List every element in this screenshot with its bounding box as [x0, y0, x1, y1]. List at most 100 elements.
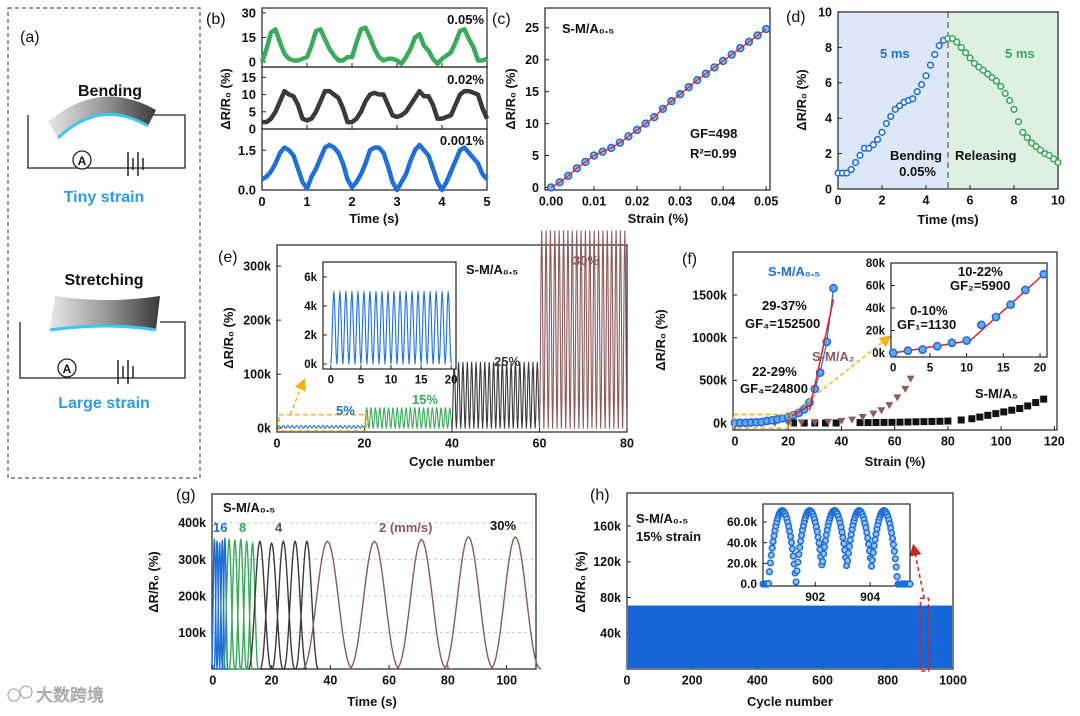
panel-c-label: (c) — [492, 11, 511, 28]
h-xtick-label: 400 — [747, 674, 768, 688]
f-a5-point — [976, 413, 984, 421]
f-inset-xtick-label: 15 — [997, 363, 1010, 375]
g-series-line — [301, 536, 542, 670]
f-inset-point — [888, 348, 898, 358]
f-inset-gf1: GF₁=1130 — [897, 317, 956, 332]
c-ytick-label: 5 — [532, 149, 539, 163]
h-inset-xtick-label: 902 — [805, 590, 825, 604]
h-inset-ytick-label: 20.0k — [727, 557, 757, 571]
h-inset-point — [893, 573, 901, 581]
f-a2-point — [906, 375, 915, 383]
f-a5-point — [944, 417, 952, 425]
d-data-point — [873, 135, 882, 144]
h-inset-point — [821, 536, 830, 545]
f-fit-line — [787, 403, 813, 419]
panel-b-label: (b) — [206, 11, 226, 28]
h-xtick-label: 200 — [682, 674, 703, 688]
panel-a-label: (a) — [20, 29, 40, 46]
h-inset-point — [870, 542, 878, 550]
g-series-line — [210, 537, 229, 670]
h-inset-ytick-label: 60.0k — [727, 515, 757, 529]
e-inset-frame — [322, 261, 457, 370]
h-inset-ytick-label: 40.0k — [727, 536, 757, 550]
b-ytick-label: 10 — [242, 87, 256, 102]
d-data-point — [1054, 158, 1062, 167]
c-fit-line — [550, 28, 767, 189]
g-strain-label: 30% — [490, 518, 516, 533]
f-a2-point — [837, 417, 846, 425]
g-xtick-label: 0 — [209, 674, 216, 688]
panel-a-border — [7, 7, 201, 479]
large-strain-caption: Large strain — [58, 395, 150, 412]
panel-h-label: (h) — [590, 487, 610, 504]
d-ytick-label: 10 — [818, 5, 832, 19]
e-ylabel: ΔR/R₀ (%) — [221, 307, 236, 368]
g-ytick-label: 200k — [178, 589, 206, 603]
f-zoom-box — [732, 413, 792, 429]
watermark-text: 大数跨境 — [36, 685, 104, 705]
d-releasing-region — [948, 12, 1058, 189]
f-a5-point — [928, 417, 936, 425]
f-xtick-label: 40 — [834, 435, 848, 449]
h-highlight-box — [919, 597, 930, 672]
f-a2-point — [893, 394, 902, 402]
e-segment-line — [363, 407, 453, 429]
f-a2-point — [848, 416, 857, 424]
b-ytick-label: 15 — [242, 30, 256, 45]
h-inset-point — [815, 539, 823, 547]
d-data-point — [948, 34, 957, 43]
h-xtick-label: 1000 — [939, 674, 967, 688]
g-speed-label: 2 (mm/s) — [379, 520, 432, 535]
d-data-point — [917, 80, 926, 89]
f-a5-point — [957, 416, 965, 424]
panel-g-label: (g) — [176, 487, 196, 504]
f-xlabel: Strain (%) — [865, 454, 926, 469]
h-inset-point — [820, 550, 828, 558]
d-data-point — [851, 158, 860, 167]
d-bending-strain: 0.05% — [899, 164, 936, 179]
f-fit-line — [808, 299, 835, 411]
f-a5-point — [1016, 404, 1024, 412]
d-data-point — [970, 59, 979, 67]
f-a5-point — [880, 418, 888, 426]
f-a5-point — [888, 418, 896, 426]
c-r2: R²=0.99 — [690, 146, 737, 161]
f-a5-point — [920, 418, 928, 426]
d-data-point — [909, 95, 917, 103]
e-ytick-label: 100k — [243, 368, 271, 382]
b-ylabel: ΔR/R₀ (%) — [218, 68, 233, 129]
bending-circuit-wire — [27, 114, 186, 169]
h-xtick-label: 0 — [624, 674, 631, 688]
f-inset-fit-line — [969, 273, 1045, 342]
f-xtick-label: 20 — [781, 435, 795, 449]
b-series-line — [262, 88, 490, 125]
d-data-point — [931, 50, 939, 59]
h-inset-point — [889, 541, 898, 549]
h-frame — [626, 492, 954, 670]
g-speed-label: 4 — [275, 520, 283, 535]
d-data-point — [997, 82, 1005, 90]
panel-f-label: (f) — [682, 251, 697, 268]
f-inset-xtick-label: 5 — [927, 363, 934, 375]
c-ytick-label: 10 — [525, 117, 539, 131]
h-inset-xtick-label: 904 — [860, 590, 880, 604]
f-inset-point — [1039, 269, 1049, 279]
h-inset-point — [788, 545, 797, 553]
g-series-line — [222, 538, 259, 670]
e-inset-ytick-label: 0k — [304, 359, 317, 371]
b-subplot-frame — [261, 128, 488, 191]
h-inset-point — [795, 550, 803, 559]
h-xtick-label: 600 — [812, 674, 833, 688]
d-xtick-label: 0 — [835, 194, 842, 208]
b-xtick-label: 2 — [348, 194, 355, 209]
f-a5-point — [790, 419, 798, 427]
b-xlabel: Time (s) — [349, 211, 399, 226]
b-xtick-label: 0 — [258, 194, 265, 209]
h-inset-point — [892, 563, 900, 571]
e-inset-ytick-label: 4k — [304, 301, 317, 313]
d-xtick-label: 8 — [1011, 194, 1018, 208]
c-ytick-label: 15 — [525, 85, 539, 99]
e-segment-line — [451, 361, 541, 429]
f-inset-point — [1020, 285, 1030, 295]
